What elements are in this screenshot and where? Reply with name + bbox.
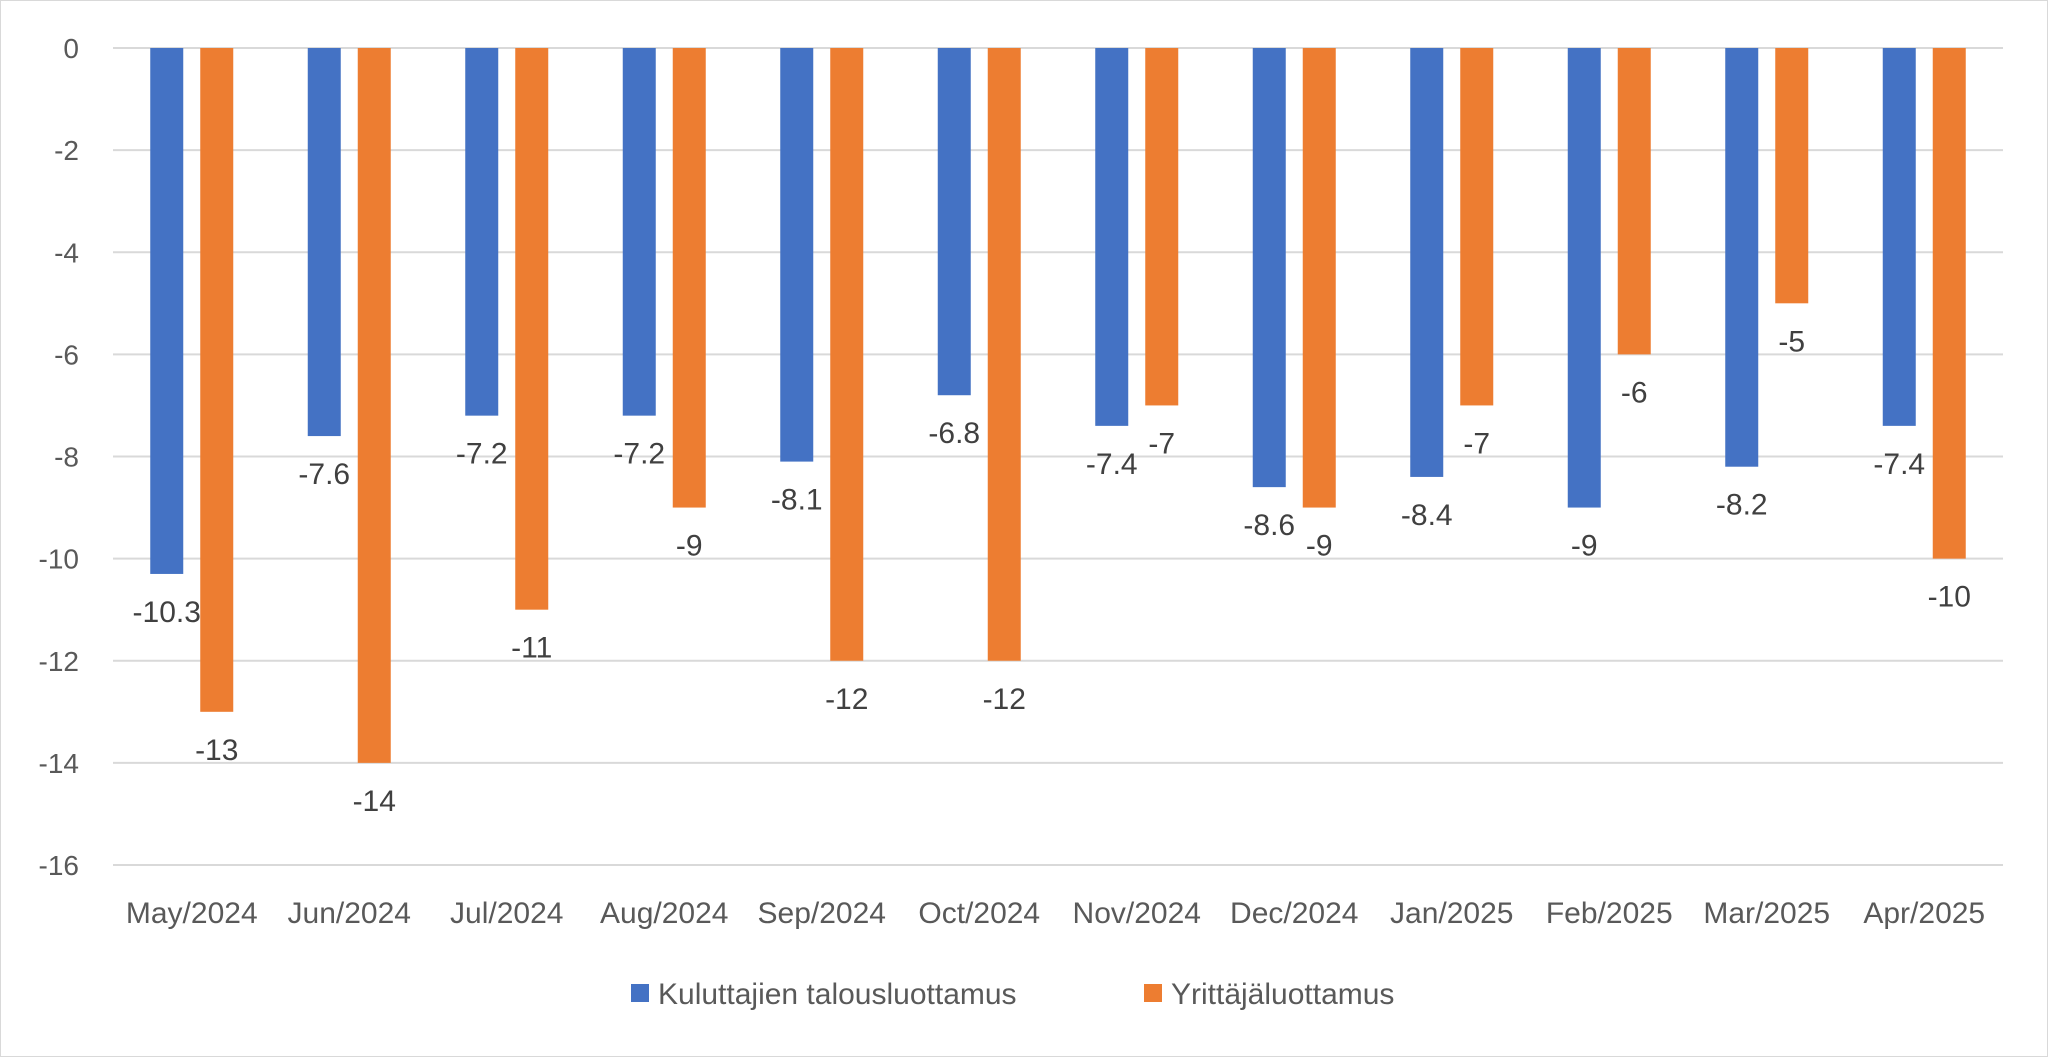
y-tick-label: -8 (54, 442, 79, 473)
bar-entrepreneur (1145, 48, 1179, 406)
data-label-consumer: -7.6 (298, 458, 350, 491)
y-tick-label: -2 (54, 135, 79, 166)
bar-entrepreneur (987, 48, 1021, 661)
y-tick-label: -6 (54, 339, 79, 370)
bar-entrepreneur (200, 48, 234, 712)
x-category-label: Jun/2024 (288, 897, 411, 930)
legend-swatch-consumer (631, 984, 649, 1002)
bar-consumer (780, 48, 814, 462)
data-label-consumer: -7.2 (613, 438, 665, 471)
x-category-label: Aug/2024 (600, 897, 728, 930)
data-label-entrepreneur: -11 (511, 632, 552, 665)
data-label-consumer: -7.4 (1086, 448, 1138, 481)
x-category-label: Feb/2025 (1546, 897, 1673, 930)
legend-swatch-entrepreneur (1144, 984, 1162, 1002)
bar-entrepreneur (1617, 48, 1651, 355)
x-category-label: Sep/2024 (758, 897, 886, 930)
bar-consumer (1882, 48, 1916, 426)
bar-consumer (1567, 48, 1601, 508)
x-category-label: Jul/2024 (450, 897, 563, 930)
data-label-entrepreneur: -12 (825, 683, 868, 716)
bar-entrepreneur (1460, 48, 1494, 406)
bars (150, 48, 1966, 763)
bar-consumer (465, 48, 499, 416)
bar-consumer (1095, 48, 1129, 426)
data-label-entrepreneur: -5 (1778, 325, 1805, 358)
x-category-label: Nov/2024 (1073, 897, 1201, 930)
bar-consumer (1725, 48, 1759, 467)
bar-consumer (937, 48, 971, 396)
x-category-label: Jan/2025 (1390, 897, 1513, 930)
legend-label-consumer: Kuluttajien talousluottamus (658, 978, 1017, 1011)
data-labels: -10.3 -7.6 -7.2 -7.2 -8.1 -6.8 -7.4 -8.6 -8.4 -9 -… (133, 325, 1971, 818)
x-category-label: Mar/2025 (1703, 897, 1830, 930)
y-axis-ticks: 0 -2 -4 -6 -8 -10 -12 -14 -16 (39, 33, 79, 881)
bar-consumer (307, 48, 341, 437)
gridlines (113, 47, 2003, 866)
data-label-entrepreneur: -14 (353, 785, 396, 818)
bar-entrepreneur (830, 48, 864, 661)
bar-consumer (1252, 48, 1286, 488)
bar-entrepreneur (357, 48, 391, 763)
x-category-label: May/2024 (126, 897, 258, 930)
x-category-label: Dec/2024 (1230, 897, 1358, 930)
y-tick-label: -12 (39, 646, 79, 677)
data-label-consumer: -10.3 (133, 596, 201, 629)
data-label-entrepreneur: -9 (1306, 530, 1333, 563)
data-label-consumer: -7.4 (1873, 448, 1925, 481)
data-label-consumer: -8.6 (1243, 509, 1295, 542)
data-label-entrepreneur: -13 (195, 734, 238, 767)
bar-entrepreneur (1775, 48, 1809, 304)
y-tick-label: 0 (63, 33, 79, 64)
data-label-entrepreneur: -12 (983, 683, 1026, 716)
data-label-consumer: -9 (1571, 530, 1598, 563)
data-label-entrepreneur: -10 (1928, 581, 1971, 614)
data-label-consumer: -8.2 (1716, 489, 1768, 522)
data-label-consumer: -7.2 (456, 438, 508, 471)
x-category-label: Oct/2024 (918, 897, 1040, 930)
data-label-consumer: -8.4 (1401, 499, 1453, 532)
data-label-entrepreneur: -6 (1621, 376, 1648, 409)
bar-entrepreneur (672, 48, 706, 508)
bar-consumer (150, 48, 184, 574)
bar-entrepreneur (1932, 48, 1966, 559)
legend: Kuluttajien talousluottamus Yrittäjäluot… (631, 978, 1394, 1011)
data-label-entrepreneur: -9 (676, 530, 703, 563)
legend-label-entrepreneur: Yrittäjäluottamus (1171, 978, 1394, 1011)
y-tick-label: -10 (39, 544, 79, 575)
bar-entrepreneur (515, 48, 549, 610)
data-label-consumer: -8.1 (771, 484, 823, 517)
y-tick-label: -14 (39, 748, 79, 779)
y-tick-label: -16 (39, 850, 79, 881)
data-label-entrepreneur: -7 (1148, 427, 1175, 460)
x-axis-categories: May/2024 Jun/2024 Jul/2024 Aug/2024 Sep/2024… (126, 897, 1985, 930)
data-label-consumer: -6.8 (928, 417, 980, 450)
data-label-entrepreneur: -7 (1463, 427, 1490, 460)
bar-consumer (622, 48, 656, 416)
x-category-label: Apr/2025 (1863, 897, 1985, 930)
bar-entrepreneur (1302, 48, 1336, 508)
bar-consumer (1410, 48, 1444, 477)
y-tick-label: -4 (54, 237, 79, 268)
